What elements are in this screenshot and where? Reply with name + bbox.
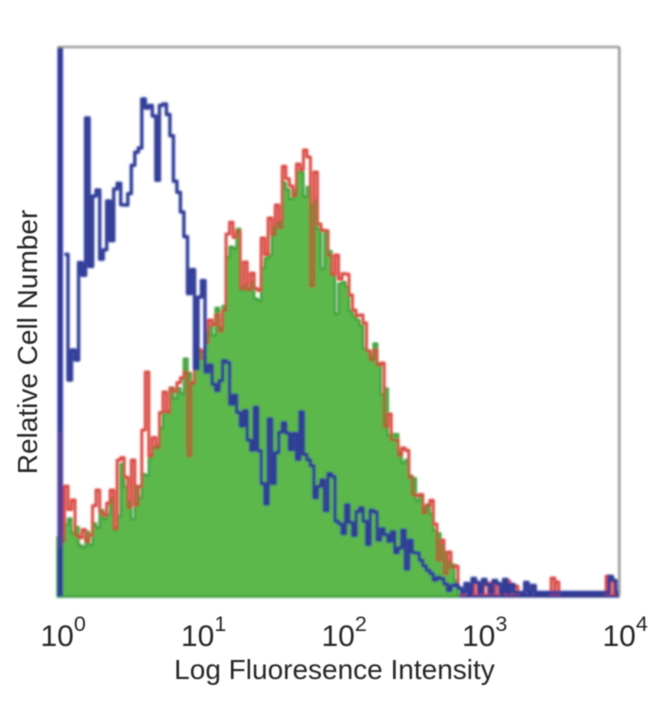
svg-text:Log Fluoresence Intensity: Log Fluoresence Intensity [174, 654, 495, 685]
svg-text:Relative Cell Number: Relative Cell Number [12, 210, 43, 475]
